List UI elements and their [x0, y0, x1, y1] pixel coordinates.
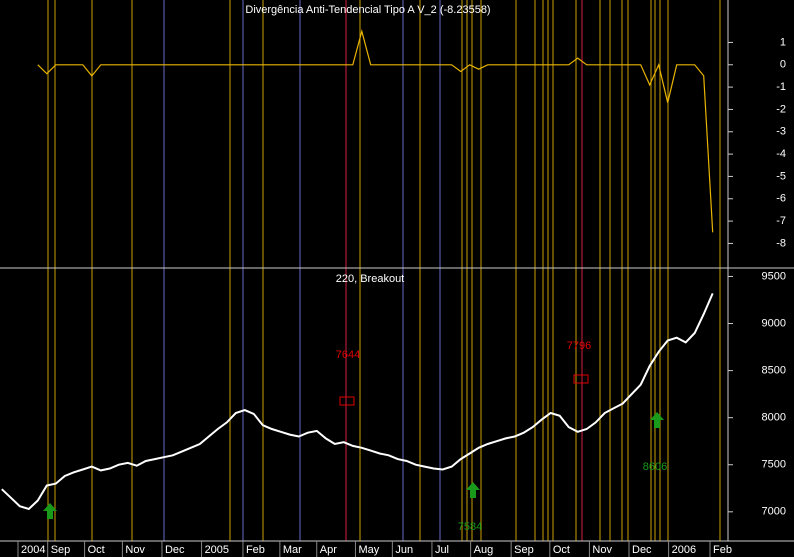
- x-tick-label: 2006: [672, 544, 696, 556]
- y-tick-label: 9500: [762, 270, 786, 282]
- x-tick-label: Nov: [125, 544, 145, 556]
- y-tick-label: -2: [776, 103, 786, 115]
- y-tick-label: 0: [780, 59, 786, 71]
- bottom-title: 220, Breakout: [336, 273, 405, 285]
- x-tick-label: Feb: [713, 544, 732, 556]
- price-line: [37, 28, 714, 233]
- buy-arrow: [650, 412, 664, 428]
- y-tick-label: -8: [776, 237, 786, 249]
- buy-arrow: [43, 503, 57, 519]
- annotation: 8606: [643, 461, 667, 473]
- sell-marker: [573, 374, 589, 384]
- y-tick-label: -3: [776, 126, 786, 138]
- x-tick-label: Jun: [395, 544, 413, 556]
- x-tick-label: Feb: [246, 544, 265, 556]
- y-tick-label: 9000: [762, 317, 786, 329]
- x-tick-label: Dec: [632, 544, 652, 556]
- x-tick-label: Jul: [435, 544, 449, 556]
- annotation: 7584: [458, 521, 482, 533]
- x-tick-label: Oct: [553, 544, 570, 556]
- x-tick-label: Apr: [320, 544, 337, 556]
- buy-arrow: [466, 482, 480, 498]
- price-line: [1, 293, 714, 511]
- y-tick-label: 7000: [762, 506, 786, 518]
- y-tick-label: -6: [776, 193, 786, 205]
- annotation: 7796: [567, 340, 591, 352]
- x-tick-label: Aug: [474, 544, 494, 556]
- y-tick-label: -1: [776, 81, 786, 93]
- x-tick-label: 2004: [21, 544, 45, 556]
- y-tick-label: 8000: [762, 412, 786, 424]
- y-tick-label: 7500: [762, 459, 786, 471]
- annotation: 7644: [336, 349, 360, 361]
- y-tick-label: 8500: [762, 365, 786, 377]
- x-tick-label: May: [358, 544, 379, 556]
- signal-markers: [43, 374, 664, 519]
- sell-marker: [339, 396, 355, 406]
- x-tick-label: Nov: [592, 544, 612, 556]
- y-tick-label: -5: [776, 170, 786, 182]
- y-tick-label: -7: [776, 215, 786, 227]
- x-tick-label: 2005: [205, 544, 229, 556]
- x-tick-label: Oct: [88, 544, 105, 556]
- y-tick-label: -4: [776, 148, 786, 160]
- x-tick-label: Sep: [51, 544, 71, 556]
- x-tick-label: Sep: [514, 544, 534, 556]
- x-tick-label: Mar: [283, 544, 302, 556]
- y-tick-label: 1: [780, 36, 786, 48]
- x-tick-label: Dec: [165, 544, 185, 556]
- top-title: Divergência Anti-Tendencial Tipo A V_2 (…: [245, 4, 490, 16]
